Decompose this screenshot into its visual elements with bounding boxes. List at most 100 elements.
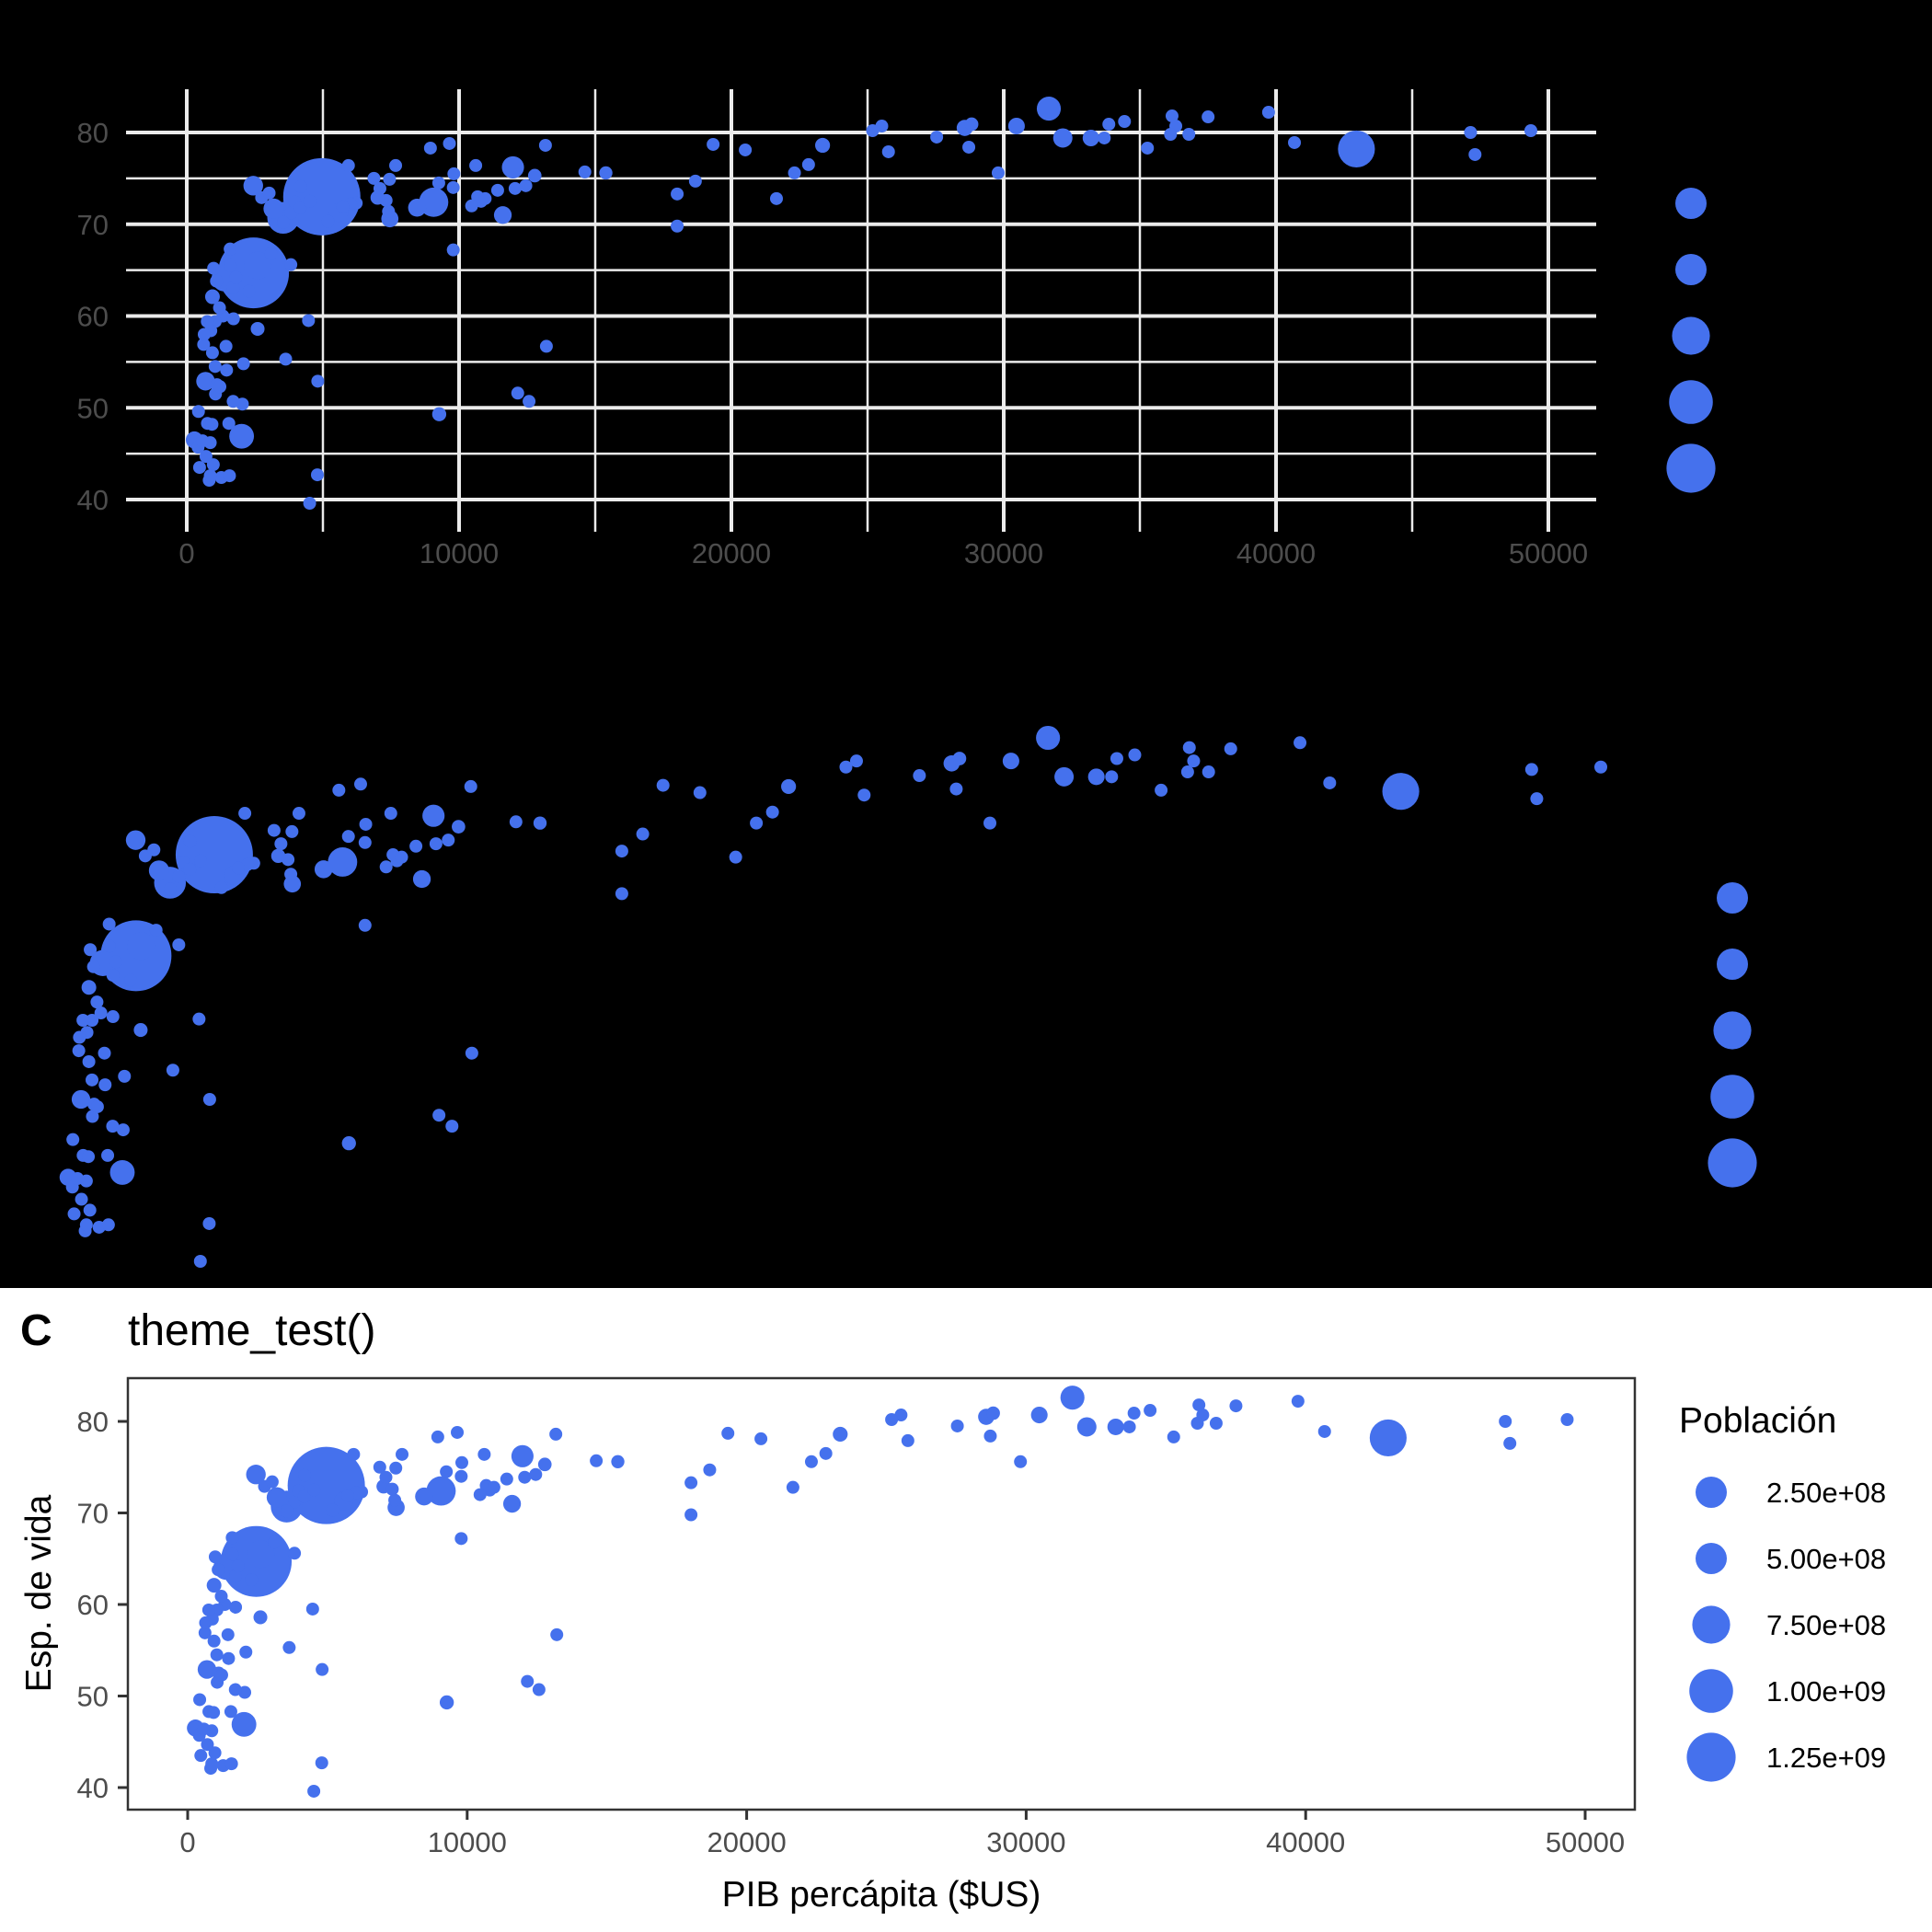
data-point bbox=[1109, 1420, 1122, 1434]
data-point bbox=[1468, 147, 1482, 161]
data-point bbox=[451, 1425, 465, 1439]
data-point bbox=[523, 395, 536, 408]
data-point bbox=[244, 251, 272, 280]
data-point bbox=[109, 955, 122, 969]
legend-key-circle bbox=[1696, 1477, 1727, 1508]
data-point bbox=[305, 1602, 319, 1616]
data-point bbox=[442, 834, 455, 847]
data-point bbox=[1261, 106, 1275, 120]
data-point bbox=[500, 1472, 513, 1486]
data-point bbox=[268, 1535, 282, 1549]
y-tick-label: 70 bbox=[77, 209, 109, 241]
data-point bbox=[1084, 132, 1098, 145]
data-point bbox=[819, 1446, 833, 1460]
data-point bbox=[204, 289, 220, 305]
data-point bbox=[307, 1784, 321, 1798]
data-point bbox=[866, 124, 880, 138]
data-point bbox=[765, 805, 779, 819]
panel-c: C theme_test() 40 50 60 70 80 0 10000 20000 300… bbox=[19, 1306, 1886, 1915]
legend-key-circle bbox=[1710, 1075, 1754, 1119]
data-point bbox=[90, 995, 104, 1009]
data-point bbox=[201, 315, 214, 328]
data-point bbox=[389, 158, 403, 172]
data-point bbox=[1524, 124, 1537, 138]
data-point bbox=[225, 1531, 239, 1545]
data-point bbox=[116, 1123, 130, 1137]
data-point bbox=[1224, 742, 1237, 755]
data-point bbox=[446, 243, 460, 257]
data-point bbox=[930, 130, 944, 144]
data-point bbox=[983, 1429, 997, 1443]
data-point bbox=[379, 860, 393, 874]
data-point bbox=[1165, 109, 1179, 123]
data-point bbox=[1002, 753, 1019, 770]
data-point bbox=[857, 788, 871, 802]
data-point bbox=[1036, 725, 1061, 751]
data-point bbox=[1202, 110, 1215, 124]
data-point bbox=[341, 158, 355, 172]
data-point bbox=[511, 386, 524, 400]
data-point bbox=[243, 176, 263, 196]
data-point bbox=[465, 1046, 478, 1060]
data-point bbox=[274, 837, 288, 851]
data-point bbox=[1187, 754, 1201, 768]
data-point bbox=[262, 186, 276, 200]
data-point bbox=[196, 434, 210, 448]
data-point bbox=[1144, 1404, 1157, 1418]
data-point bbox=[367, 171, 381, 185]
size-legend: 2.50e+08 5.00e+08 7.50e+08 1.00e+09 1.25e+09 bbox=[1686, 1477, 1886, 1782]
data-point bbox=[183, 834, 197, 848]
data-point bbox=[388, 1493, 402, 1507]
data-point bbox=[688, 174, 702, 188]
legend-label: 1.00e+09 bbox=[1766, 1675, 1886, 1708]
x-tick-label: 40000 bbox=[1236, 537, 1316, 569]
data-point bbox=[373, 181, 386, 195]
data-point bbox=[1291, 1395, 1305, 1409]
data-point bbox=[303, 194, 316, 208]
data-point bbox=[487, 1480, 500, 1494]
data-point bbox=[98, 1046, 111, 1060]
data-point bbox=[236, 357, 250, 371]
data-point bbox=[358, 835, 372, 849]
data-point bbox=[412, 869, 431, 889]
data-point bbox=[224, 242, 237, 256]
data-point bbox=[341, 830, 355, 844]
data-point bbox=[1294, 736, 1307, 750]
data-point bbox=[206, 458, 220, 472]
data-point bbox=[358, 918, 372, 932]
data-point bbox=[336, 200, 350, 213]
data-point bbox=[102, 917, 116, 931]
data-point bbox=[590, 1454, 604, 1467]
data-point bbox=[684, 1476, 698, 1489]
data-point bbox=[786, 1480, 799, 1494]
data-point bbox=[284, 206, 298, 220]
data-point bbox=[284, 258, 298, 271]
data-point bbox=[1098, 131, 1111, 144]
data-point bbox=[193, 854, 207, 868]
data-point bbox=[196, 372, 215, 391]
data-point bbox=[389, 1461, 403, 1475]
data-point bbox=[538, 138, 552, 152]
data-point bbox=[599, 166, 613, 180]
legend-key-circle bbox=[1713, 1011, 1752, 1050]
data-point bbox=[282, 853, 295, 867]
data-point bbox=[315, 1756, 328, 1770]
data-point bbox=[1164, 127, 1178, 141]
data-point bbox=[502, 1494, 522, 1513]
data-point bbox=[408, 199, 427, 217]
data-point bbox=[101, 1218, 115, 1232]
data-point bbox=[1192, 1398, 1206, 1412]
data-point bbox=[228, 1683, 242, 1696]
data-point bbox=[224, 1757, 238, 1771]
data-point bbox=[118, 1069, 132, 1083]
data-point bbox=[1054, 766, 1075, 787]
legend-key-circle bbox=[1708, 1138, 1757, 1188]
data-point bbox=[431, 1430, 444, 1443]
data-point bbox=[1122, 1420, 1136, 1433]
data-point bbox=[125, 830, 146, 850]
data-point bbox=[238, 807, 252, 821]
data-point bbox=[94, 1006, 108, 1020]
data-point bbox=[341, 1135, 356, 1151]
data-point bbox=[550, 1627, 564, 1641]
